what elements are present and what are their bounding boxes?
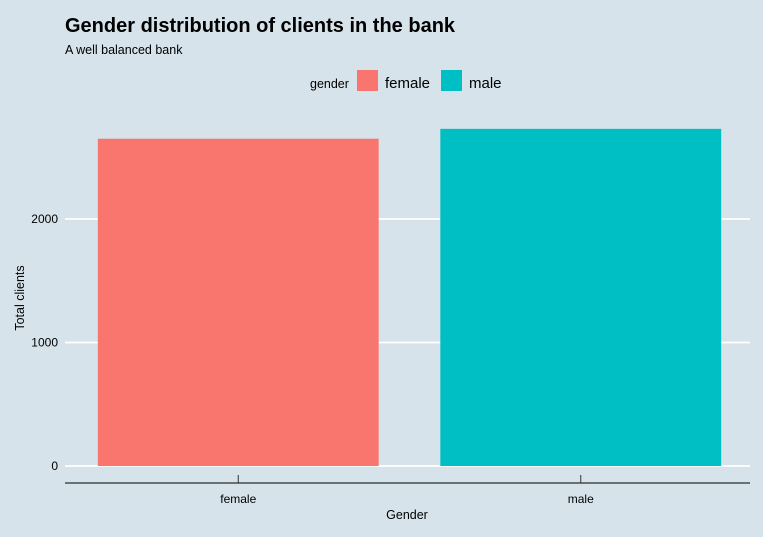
y-axis-title: Total clients [13,265,27,330]
y-tick-label-1000: 1000 [31,336,58,350]
bar-male [440,128,722,466]
x-tick-label-male: male [568,492,594,506]
x-tick-label-female: female [220,492,256,506]
legend-label-male: male [469,75,502,92]
x-axis-title: Gender [386,508,428,522]
bars [97,128,722,466]
legend-label-female: female [385,75,430,92]
legend-key-female [357,70,378,91]
y-tick-label-0: 0 [51,459,58,473]
legend: gender female male [310,70,502,92]
x-axis: female male [65,475,750,506]
bar-female [97,138,379,466]
y-axis: 0 1000 2000 [31,212,58,473]
chart-subtitle: A well balanced bank [65,43,183,57]
chart-title: Gender distribution of clients in the ba… [65,15,456,37]
y-tick-label-2000: 2000 [31,212,58,226]
legend-title: gender [310,77,349,91]
legend-key-male [441,70,462,91]
